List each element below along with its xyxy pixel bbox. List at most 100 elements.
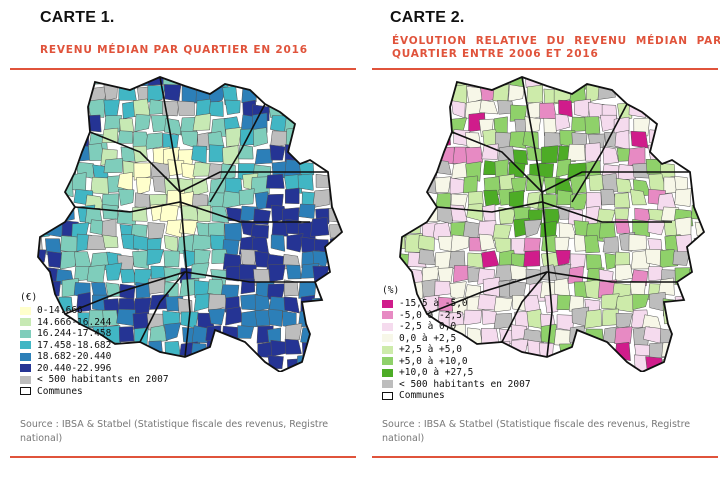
neighbourhood-area [508,84,525,102]
neighbourhood-area [191,145,207,164]
neighbourhood-area [418,249,436,266]
neighbourhood-area [553,329,572,346]
commune-boundary [541,171,690,193]
neighbourhood-area [449,177,465,195]
neighbourhood-area [268,264,286,283]
neighbourhood-area [661,342,681,358]
neighbourhood-area [284,323,303,343]
neighbourhood-area [105,262,123,281]
neighbourhood-area [584,116,601,135]
neighbourhood-area [136,177,152,195]
legend-swatch [20,318,31,327]
legend-swatch [20,352,31,361]
legend-label: 0,0 à +2,5 [399,332,457,344]
commune-boundary [209,103,266,203]
neighbourhood-area [298,203,316,219]
neighbourhood-area [523,219,542,238]
map-legend: (€) 0-14.666 14.666-16.244 16.244-17.458 17… [20,292,169,397]
neighbourhood-area [602,146,619,165]
legend-item: -15,5 à -5,0 [382,298,531,310]
neighbourhood-area [510,176,527,194]
neighbourhood-area [284,338,302,355]
legend-swatch [382,391,393,400]
legend-swatch [382,299,393,308]
neighbourhood-area [615,177,633,193]
neighbourhood-area [435,113,453,131]
neighbourhood-area [250,176,270,195]
neighbourhood-area [286,264,302,280]
legend-item: -2,5 à 0,0 [382,321,531,333]
neighbourhood-area [270,234,286,252]
neighbourhood-area [573,98,592,118]
legend-item: 16.244-17.458 [20,328,169,340]
neighbourhood-area [133,98,151,117]
legend-swatch [382,357,393,366]
neighbourhood-area [284,144,300,162]
legend-swatch [382,311,393,320]
bottom-divider [10,456,356,458]
neighbourhood-area [614,192,631,209]
map-panel-income: CARTE 1. REVENU MÉDIAN PAR QUARTIER EN 2… [10,0,360,482]
neighbourhood-area [434,176,452,194]
choropleth-map-income [37,76,344,372]
legend-item: 18.682-20.440 [20,351,169,363]
neighbourhood-area [418,234,435,252]
neighbourhood-area [159,203,179,222]
neighbourhood-area [147,222,166,240]
neighbourhood-area [614,218,631,234]
legend-swatch [20,329,31,338]
legend-item: 0-14.666 [20,305,169,317]
commune-boundary [521,77,553,358]
neighbourhood-area [191,178,209,197]
neighbourhood-area [539,102,557,120]
legend-label: -2,5 à 0,0 [399,321,457,333]
neighbourhood-area [614,326,633,344]
neighbourhood-area [253,208,271,225]
neighbourhood-area [512,149,528,165]
neighbourhood-area [117,130,134,144]
commune-boundary [159,77,191,358]
neighbourhood-area [192,113,211,131]
neighbourhood-area [101,193,119,209]
commune-boundary [179,171,328,193]
neighbourhood-area [60,235,78,254]
neighbourhood-area [133,162,151,181]
neighbourhood-area [451,100,466,119]
commune-boundary [89,131,181,193]
top-divider [372,68,718,70]
neighbourhood-area [118,188,135,206]
region-boundary [37,76,344,372]
legend-label: 17.458-18.682 [37,339,112,351]
neighbourhood-area [145,132,163,150]
top-divider [10,68,356,70]
neighbourhood-area [569,325,585,345]
neighbourhood-area [38,249,47,264]
neighbourhood-area [555,249,571,266]
legend-item: +10,0 à +27,5 [382,367,531,379]
neighbourhood-area [450,234,470,253]
neighbourhood-area [225,266,243,282]
neighbourhood-area [252,112,268,133]
neighbourhood-area [134,192,150,209]
neighbourhood-area [118,326,135,343]
neighbourhood-area [225,207,243,222]
neighbourhood-area [206,339,223,358]
neighbourhood-area [237,325,255,339]
neighbourhood-area [163,250,180,268]
neighbourhood-area [544,208,561,224]
commune-boundary [436,201,672,223]
neighbourhood-area [554,113,571,132]
commune-boundary [74,201,310,223]
neighbourhood-area [584,234,600,254]
neighbourhood-area [193,293,210,312]
legend-item: Communes [20,386,169,398]
neighbourhood-area [132,250,149,269]
neighbourhood-area [265,173,285,189]
legend-item: -5,0 à -2,5 [382,310,531,322]
neighbourhood-area [526,84,544,104]
neighbourhood-area [585,142,601,162]
neighbourhood-area [600,189,617,206]
neighbourhood-area [674,188,692,207]
neighbourhood-area [479,99,499,115]
neighbourhood-area [541,145,559,164]
